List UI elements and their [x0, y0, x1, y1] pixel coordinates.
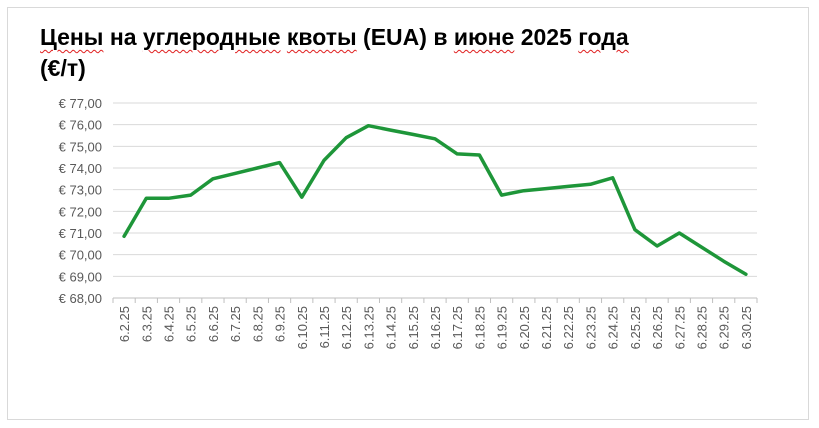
x-tick-label: 6.19.25: [495, 306, 510, 349]
chart-title-word: (EUA): [363, 24, 427, 50]
x-tick-label: 6.2.25: [117, 306, 132, 342]
y-axis-labels: € 68,00 € 69,00 € 70,00 € 71,00 € 72,00 € 73,…: [59, 96, 102, 306]
x-tick-label: 6.3.25: [139, 306, 154, 342]
x-tick-label: 6.11.25: [317, 306, 332, 348]
x-tick-label: 6.30.25: [739, 306, 754, 349]
x-tick-label: 6.24.25: [606, 306, 621, 349]
y-tick-label: € 73,00: [59, 183, 102, 198]
x-tick-label: 6.25.25: [628, 306, 643, 349]
chart-title-word: 2025: [520, 24, 572, 50]
x-tick-label: 6.12.25: [339, 306, 354, 349]
chart-title-word: углеродные: [142, 24, 281, 50]
x-tick-label: 6.15.25: [406, 306, 421, 349]
x-tick-label: 6.4.25: [162, 306, 177, 342]
chart-title-word: Цены: [40, 24, 104, 50]
y-tick-label: € 75,00: [59, 139, 102, 154]
chart-title-word: года: [578, 24, 629, 50]
x-tick-label: 6.22.25: [561, 306, 576, 349]
y-tick-label: € 74,00: [59, 161, 102, 176]
chart-title-word: на: [109, 24, 137, 50]
y-tick-label: € 77,00: [59, 96, 102, 111]
chart-title: Цены на углеродные квоты (EUA) в июне 20…: [40, 22, 740, 84]
x-tick-label: 6.27.25: [672, 306, 687, 349]
x-tick-label: 6.16.25: [428, 306, 443, 349]
x-tick-label: 6.29.25: [717, 306, 732, 349]
x-tick-label: 6.9.25: [273, 306, 288, 342]
grid-lines: [113, 102, 757, 277]
y-tick-label: € 76,00: [59, 118, 102, 133]
chart-title-word: квоты: [286, 24, 357, 50]
y-tick-label: € 69,00: [59, 269, 102, 284]
x-tick-label: 6.14.25: [384, 306, 399, 349]
x-tick-label: 6.21.25: [539, 306, 554, 349]
x-tick-label: 6.8.25: [250, 306, 265, 342]
y-tick-label: € 72,00: [59, 204, 102, 219]
x-axis: [112, 297, 758, 303]
x-tick-label: 6.13.25: [361, 306, 376, 349]
chart-frame: [7, 7, 809, 420]
x-tick-label: 6.10.25: [295, 306, 310, 349]
y-tick-label: € 70,00: [59, 248, 102, 263]
x-tick-label: 6.23.25: [583, 306, 598, 349]
x-tick-label: 6.17.25: [450, 306, 465, 349]
y-tick-label: € 68,00: [59, 291, 102, 306]
x-tick-label: 6.26.25: [650, 306, 665, 349]
x-tick-label: 6.5.25: [184, 306, 199, 342]
x-tick-label: 6.20.25: [517, 306, 532, 349]
data-series: [122, 123, 748, 276]
x-tick-label: 6.6.25: [206, 306, 221, 342]
x-tick-label: 6.18.25: [472, 306, 487, 349]
chart-title-word: в: [433, 24, 448, 50]
series-line: [122, 123, 748, 276]
y-tick-label: € 71,00: [59, 226, 102, 241]
chart-title-word: июне: [453, 24, 515, 50]
x-axis-labels: 6.2.25 6.3.25 6.4.25 6.5.25 6.6.25 6.7.25 6.8.…: [117, 306, 754, 349]
x-tick-label: 6.7.25: [228, 306, 243, 342]
chart-title-word: (€/т): [40, 55, 86, 81]
x-tick-label: 6.28.25: [694, 306, 709, 349]
